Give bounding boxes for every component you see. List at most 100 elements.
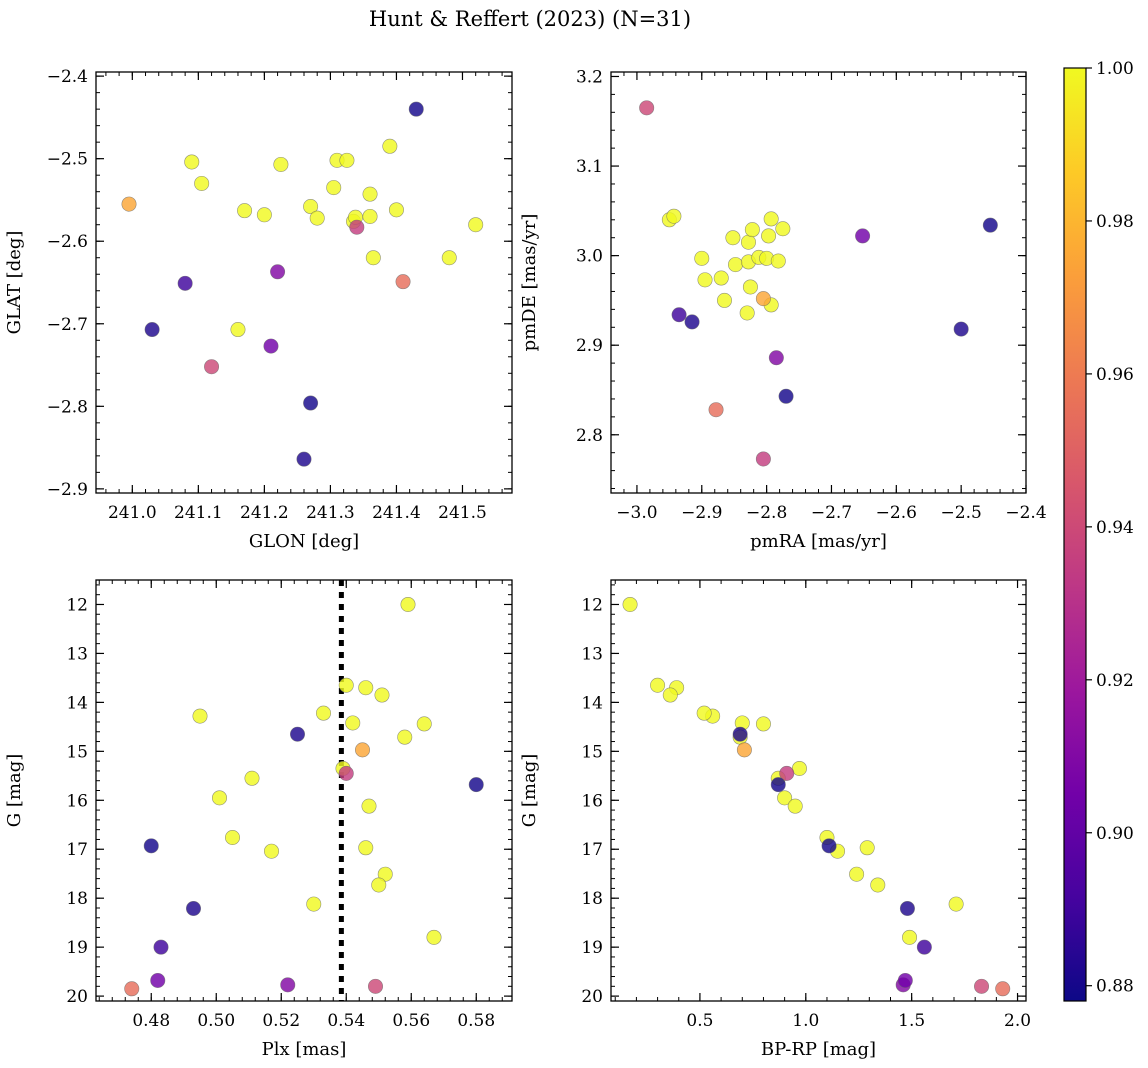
data-point [727, 257, 743, 273]
y-tick-label: 15 [581, 742, 603, 762]
data-point [192, 708, 208, 724]
data-point [697, 272, 713, 288]
scatter-points [121, 101, 484, 467]
x-axis-label: Plx [mas] [262, 1039, 347, 1060]
data-point [468, 777, 484, 793]
y-tick-label: 3.2 [576, 67, 603, 87]
ticks [96, 72, 512, 493]
colorbar-tick-label: 0.94 [1096, 518, 1134, 538]
data-point [899, 900, 915, 916]
y-tick-label: −2.4 [47, 67, 88, 87]
y-tick-label: 13 [66, 644, 88, 664]
data-point [144, 322, 160, 338]
data-point [263, 843, 279, 859]
y-tick-label: 14 [581, 693, 603, 713]
data-point [354, 742, 370, 758]
data-point [186, 900, 202, 916]
data-point [395, 274, 411, 290]
data-point [408, 101, 424, 117]
x-tick-label: 241.2 [240, 503, 289, 523]
panel-glon-glat: 241.0 241.1 241.2 241.3 241.4 241.5 −2.4 −2.5 −2… [4, 67, 513, 552]
data-point [755, 716, 771, 732]
data-point [371, 877, 387, 893]
y-tick-label: −2.7 [47, 315, 88, 335]
ticks [610, 72, 1027, 493]
x-tick-label: −2.9 [681, 503, 722, 523]
data-point [124, 981, 140, 997]
colorbar-tick-label: 0.98 [1096, 212, 1134, 232]
x-tick-label: 0.58 [457, 1011, 495, 1031]
y-tick-label: 18 [66, 889, 88, 909]
data-point [953, 321, 969, 337]
data-point [791, 760, 807, 776]
data-point [708, 402, 724, 418]
y-tick-label: 20 [581, 987, 603, 1007]
x-tick-label: −2.7 [811, 503, 852, 523]
data-point [778, 388, 794, 404]
x-axis-label: pmRA [mas/yr] [750, 531, 887, 552]
x-tick-label: 0.48 [132, 1011, 170, 1031]
y-tick-label: 20 [66, 987, 88, 1007]
colorbar-gradient [1064, 68, 1086, 1001]
colorbar-tick-label: 1.00 [1096, 59, 1134, 79]
y-axis-label: G [mag] [519, 754, 540, 827]
y-tick-label: 3.0 [576, 247, 603, 267]
data-point [270, 264, 286, 280]
data-point [361, 798, 377, 814]
data-point [150, 972, 166, 988]
data-point [365, 250, 381, 266]
data-point [870, 877, 886, 893]
x-tick-label: 1.5 [898, 1011, 925, 1031]
data-point [194, 175, 210, 191]
data-point [897, 972, 913, 988]
data-point [358, 840, 374, 856]
x-tick-label: −2.8 [746, 503, 787, 523]
axes-frame [610, 579, 1027, 1002]
y-tick-label: 17 [66, 840, 88, 860]
data-point [732, 726, 748, 742]
data-point [763, 211, 779, 227]
data-point [338, 677, 354, 693]
panel-cmd: 0.5 1.0 1.5 2.0 12 13 14 15 16 17 18 19 20 BP-RP [mag… [519, 579, 1031, 1060]
data-point [744, 222, 760, 238]
ticks [96, 580, 512, 1001]
data-point [143, 838, 159, 854]
x-tick-label: 241.0 [108, 503, 157, 523]
scatter-points [622, 596, 1011, 997]
data-point [713, 270, 729, 286]
data-point [362, 208, 378, 224]
data-point [995, 981, 1011, 997]
data-point [237, 203, 253, 219]
y-tick-label: 2.9 [576, 336, 603, 356]
x-tick-label: 241.3 [306, 503, 355, 523]
data-point [358, 680, 374, 696]
data-point [441, 250, 457, 266]
data-point [770, 253, 786, 269]
colorbar-tick-label: 0.90 [1096, 824, 1134, 844]
data-point [244, 770, 260, 786]
data-point [426, 929, 442, 945]
data-point [349, 219, 365, 235]
y-tick-label: 3.1 [576, 157, 603, 177]
data-point [382, 138, 398, 154]
data-point [468, 217, 484, 233]
data-point [367, 978, 383, 994]
data-point [739, 305, 755, 321]
data-point [273, 156, 289, 172]
data-point [916, 939, 932, 955]
data-point [622, 596, 638, 612]
data-point [855, 228, 871, 244]
data-point [345, 715, 361, 731]
data-point [184, 154, 200, 170]
data-point [289, 726, 305, 742]
colorbar-tick-label: 0.96 [1096, 365, 1134, 385]
data-point [397, 729, 413, 745]
x-tick-label: 1.0 [792, 1011, 819, 1031]
data-point [177, 275, 193, 291]
data-point [400, 596, 416, 612]
data-point [982, 217, 998, 233]
data-point [280, 977, 296, 993]
data-point [303, 199, 319, 215]
data-point [306, 896, 322, 912]
y-tick-label: 13 [581, 644, 603, 664]
